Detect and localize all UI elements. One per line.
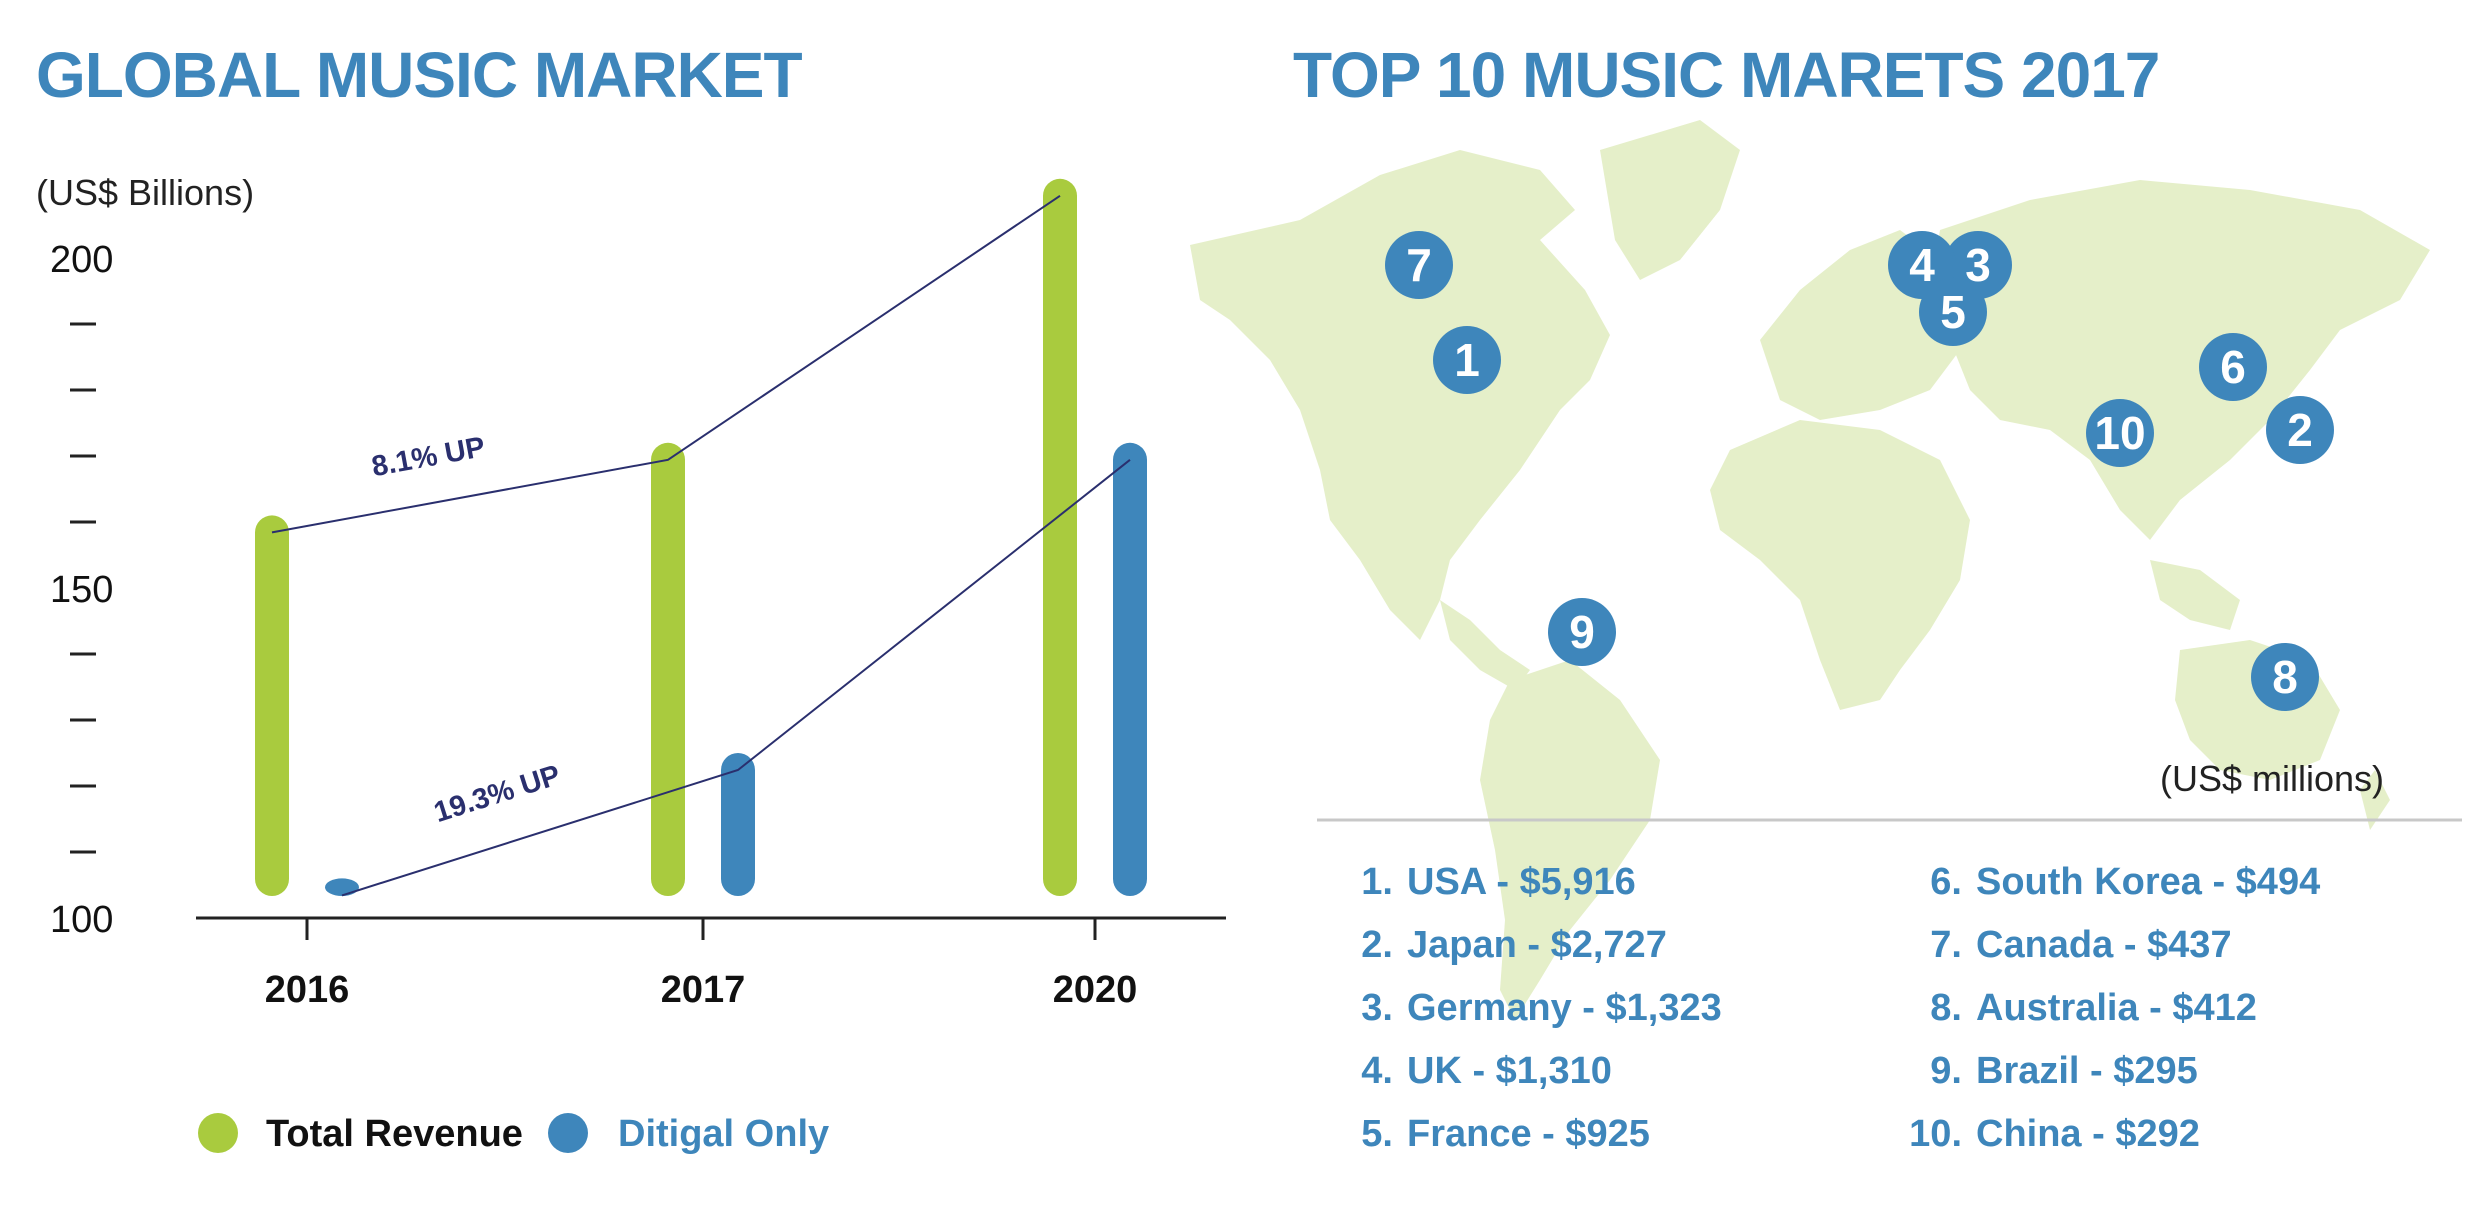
map-marker-label: 2 xyxy=(2287,404,2313,456)
legend-swatch-ditigal-only xyxy=(548,1113,588,1153)
map-unit-label: (US$ millions) xyxy=(2160,758,2384,799)
map-marker-circle xyxy=(1548,598,1616,666)
rank-number: 7. xyxy=(1930,924,1962,966)
rank-number: 4. xyxy=(1361,1050,1393,1092)
rank-number: 8. xyxy=(1930,987,1962,1029)
map-marker-label: 9 xyxy=(1569,606,1595,658)
rank-market-label: UK - $1,310 xyxy=(1407,1050,1612,1092)
x-tick-label-2020: 2020 xyxy=(1053,969,1138,1011)
y-tick-label: 200 xyxy=(50,239,113,281)
map-marker-label: 8 xyxy=(2272,651,2298,703)
map-marker-circle xyxy=(2251,643,2319,711)
map-marker-label: 1 xyxy=(1454,334,1480,386)
rank-number: 3. xyxy=(1361,987,1393,1029)
rank-market-label: Brazil - $295 xyxy=(1976,1050,2198,1092)
map-marker-france: 5 xyxy=(1919,278,1987,346)
map-marker-label: 6 xyxy=(2220,341,2246,393)
growth-annotation: 8.1% UP xyxy=(369,431,487,483)
market-rank-item: 3. Germany - $1,323 xyxy=(1337,986,1722,1030)
rank-number: 10. xyxy=(1909,1113,1962,1155)
greenland-shape xyxy=(1600,120,1740,280)
bar-ditigal-only-2020 xyxy=(1113,442,1147,896)
map-marker-australia: 8 xyxy=(2251,643,2319,711)
bar-total-revenue-2016 xyxy=(255,515,289,896)
trend-line-total-revenue xyxy=(271,194,1061,534)
southeast-asia-shape xyxy=(2150,560,2240,630)
map-marker-circle xyxy=(2266,396,2334,464)
rank-market-label: South Korea - $494 xyxy=(1976,861,2321,903)
market-rank-item: 6. South Korea - $494 xyxy=(1906,860,2320,904)
market-rank-item: 7. Canada - $437 xyxy=(1906,923,2232,967)
left-chart-title: GLOBAL MUSIC MARKET xyxy=(36,39,803,111)
rank-market-label: Germany - $1,323 xyxy=(1407,987,1722,1029)
rank-number: 5. xyxy=(1361,1113,1393,1155)
market-rank-item: 4. UK - $1,310 xyxy=(1337,1049,1612,1093)
y-tick-label: 150 xyxy=(50,569,113,611)
africa-shape xyxy=(1710,420,1970,710)
south-america-shape xyxy=(1480,660,1660,1020)
map-marker-china: 10 xyxy=(2086,399,2154,467)
growth-annotation: 19.3% UP xyxy=(430,759,564,829)
market-rank-item: 8. Australia - $412 xyxy=(1906,986,2257,1030)
rank-market-label: Canada - $437 xyxy=(1976,924,2232,966)
rank-number: 6. xyxy=(1930,861,1962,903)
central-america-shape xyxy=(1440,600,1530,690)
legend-label-total-revenue: Total Revenue xyxy=(266,1113,523,1155)
legend-swatch-total-revenue xyxy=(198,1113,238,1153)
map-marker-label: 4 xyxy=(1909,239,1935,291)
bar-ditigal-only-2017 xyxy=(721,753,755,896)
global-music-market-chart: (US$ Billions) 200 150 100 2016 2017 2020 8.1% … xyxy=(36,172,1226,1155)
map-marker-label: 5 xyxy=(1940,286,1966,338)
rank-number: 2. xyxy=(1361,924,1393,966)
market-rank-item: 10. China - $292 xyxy=(1906,1112,2200,1156)
market-rank-item: 2. Japan - $2,727 xyxy=(1337,923,1667,967)
bar-total-revenue-2020 xyxy=(1043,178,1077,897)
asia-shape xyxy=(1930,180,2430,540)
map-marker-circle xyxy=(2199,333,2267,401)
map-marker-usa: 1 xyxy=(1433,326,1501,394)
rank-number: 9. xyxy=(1930,1050,1962,1092)
market-rank-item: 5. France - $925 xyxy=(1337,1112,1650,1156)
rank-market-label: China - $292 xyxy=(1976,1113,2200,1155)
y-axis-unit-label: (US$ Billions) xyxy=(36,172,254,213)
rank-market-label: Japan - $2,727 xyxy=(1407,924,1667,966)
map-marker-circle xyxy=(2086,399,2154,467)
market-rank-item: 1. USA - $5,916 xyxy=(1337,860,1636,904)
map-marker-label: 10 xyxy=(2094,407,2145,459)
map-marker-circle xyxy=(1385,231,1453,299)
right-map-title: TOP 10 MUSIC MARETS 2017 xyxy=(1293,39,2160,111)
x-tick-label-2017: 2017 xyxy=(661,969,746,1011)
x-tick-label-2016: 2016 xyxy=(265,969,350,1011)
market-rank-item: 9. Brazil - $295 xyxy=(1906,1049,2198,1093)
rank-market-label: Australia - $412 xyxy=(1976,987,2257,1029)
y-tick-label: 100 xyxy=(50,899,113,941)
map-marker-japan: 2 xyxy=(2266,396,2334,464)
map-marker-canada: 7 xyxy=(1385,231,1453,299)
map-marker-circle xyxy=(1433,326,1501,394)
map-marker-circle xyxy=(1919,278,1987,346)
map-marker-south-korea: 6 xyxy=(2199,333,2267,401)
bar-ditigal-only-2016 xyxy=(325,878,359,896)
map-marker-label: 7 xyxy=(1406,239,1432,291)
legend-label-ditigal-only: Ditigal Only xyxy=(618,1113,829,1155)
chart-legend: Total Revenue Ditigal Only xyxy=(198,1113,829,1155)
bar-total-revenue-2017 xyxy=(651,442,685,896)
rank-number: 1. xyxy=(1361,861,1393,903)
new-zealand-shape xyxy=(2360,770,2390,830)
north-america-shape xyxy=(1190,150,1610,640)
rank-market-label: France - $925 xyxy=(1407,1113,1650,1155)
rank-market-label: USA - $5,916 xyxy=(1407,861,1636,903)
trend-line-ditigal-only xyxy=(341,459,1131,897)
map-marker-brazil: 9 xyxy=(1548,598,1616,666)
